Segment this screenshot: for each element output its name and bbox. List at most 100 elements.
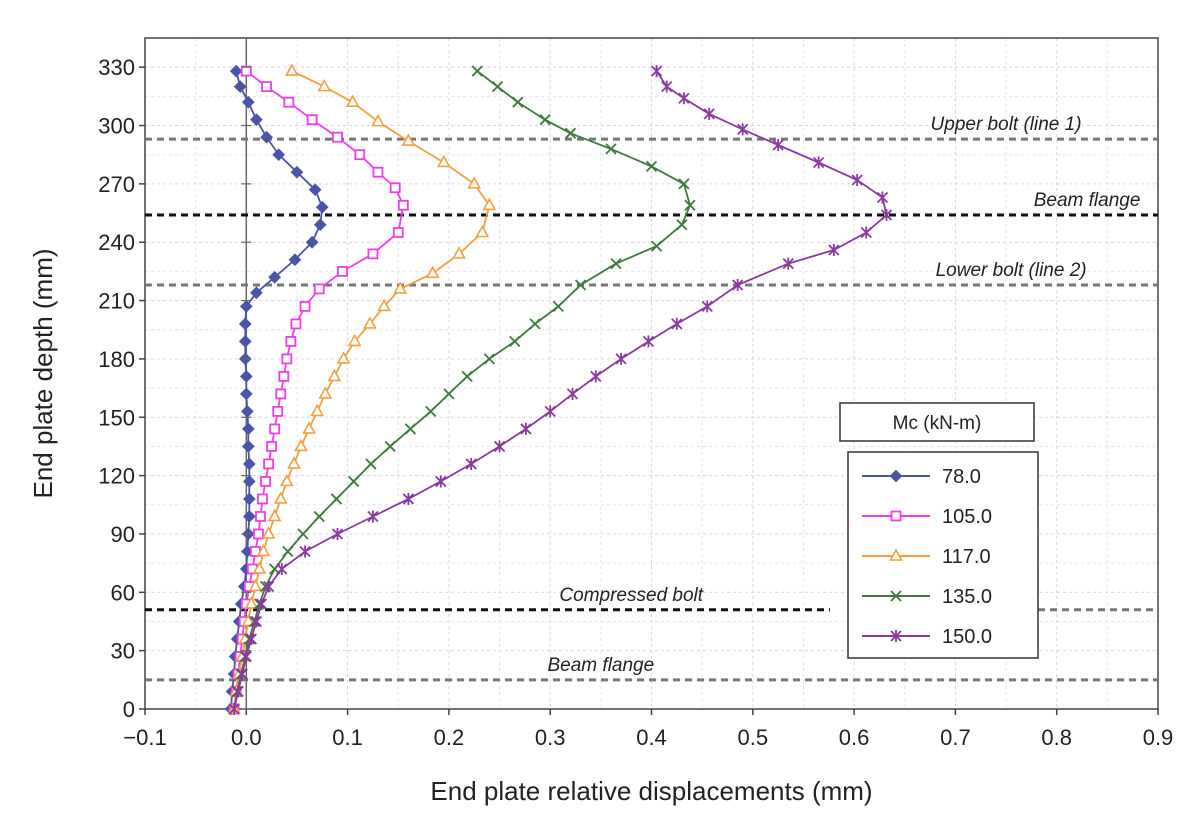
data-point bbox=[313, 218, 327, 232]
data-point bbox=[425, 405, 437, 418]
data-point bbox=[642, 335, 655, 348]
data-point bbox=[650, 240, 663, 252]
data-point bbox=[266, 441, 278, 452]
data-point bbox=[242, 510, 256, 523]
data-point bbox=[401, 133, 416, 146]
data-point bbox=[393, 281, 408, 294]
data-point bbox=[283, 96, 295, 108]
data-point bbox=[285, 336, 297, 347]
series-layer bbox=[224, 63, 893, 716]
data-point bbox=[471, 65, 483, 77]
data-point bbox=[890, 590, 902, 602]
y-tick-label: 30 bbox=[111, 639, 135, 664]
data-point bbox=[813, 156, 825, 169]
data-point bbox=[435, 475, 447, 488]
data-point bbox=[367, 510, 379, 523]
data-point bbox=[229, 64, 243, 78]
data-point bbox=[308, 183, 322, 197]
data-point bbox=[520, 422, 532, 435]
data-point bbox=[889, 548, 903, 561]
data-point bbox=[671, 317, 683, 330]
data-point bbox=[250, 615, 263, 628]
y-tick-label: 0 bbox=[123, 697, 135, 722]
data-point bbox=[306, 114, 318, 126]
data-point bbox=[241, 613, 256, 627]
data-point bbox=[248, 578, 263, 592]
series-line bbox=[233, 70, 888, 710]
data-point bbox=[287, 456, 301, 469]
legend-label: 105.0 bbox=[942, 506, 992, 528]
data-point bbox=[404, 423, 417, 435]
data-point bbox=[260, 476, 271, 487]
data-point bbox=[491, 80, 504, 93]
legend-label: 150.0 bbox=[942, 626, 992, 648]
data-point bbox=[299, 545, 311, 558]
data-point bbox=[564, 127, 577, 139]
data-point bbox=[425, 265, 440, 279]
x-tick-label: 0.1 bbox=[332, 725, 363, 750]
data-point bbox=[615, 352, 627, 365]
data-point bbox=[389, 182, 401, 194]
data-point bbox=[315, 200, 329, 214]
tick-labels: −0.1 0.0 0.1 0.2 0.3 0.4 0.5 0.6 0.7 0.8 0.9 0 30 60 9… bbox=[98, 55, 1173, 750]
data-point bbox=[347, 333, 362, 347]
data-point bbox=[238, 335, 252, 348]
data-point bbox=[267, 508, 282, 522]
y-axis-label: End plate depth (mm) bbox=[28, 248, 58, 498]
data-point bbox=[252, 561, 267, 574]
x-tick-label: 0.6 bbox=[839, 725, 870, 750]
data-point bbox=[701, 300, 713, 313]
series-line bbox=[233, 70, 691, 710]
y-tick-label: 120 bbox=[98, 464, 135, 489]
data-point bbox=[876, 191, 889, 204]
data-point bbox=[238, 317, 252, 331]
data-point bbox=[482, 197, 497, 211]
data-point bbox=[475, 224, 490, 238]
data-point bbox=[236, 667, 248, 680]
data-point bbox=[279, 473, 294, 487]
data-point bbox=[493, 440, 506, 453]
data-point bbox=[250, 286, 263, 300]
data-point bbox=[828, 243, 840, 256]
data-point bbox=[290, 165, 304, 179]
data-point bbox=[452, 246, 466, 259]
data-point bbox=[299, 300, 311, 312]
data-point bbox=[261, 526, 276, 539]
data-point bbox=[297, 528, 309, 540]
data-point bbox=[676, 219, 688, 231]
data-point bbox=[257, 493, 268, 505]
legend-label: 117.0 bbox=[942, 546, 991, 568]
series-line bbox=[233, 70, 491, 710]
data-point bbox=[239, 387, 253, 401]
data-point bbox=[772, 138, 784, 151]
legend-item: 150.0 bbox=[862, 626, 992, 648]
y-tick-label: 90 bbox=[111, 522, 135, 547]
data-point bbox=[250, 113, 263, 127]
data-point bbox=[354, 149, 366, 161]
data-point bbox=[367, 248, 379, 260]
data-point bbox=[263, 458, 274, 470]
data-point bbox=[262, 580, 275, 593]
data-point bbox=[610, 257, 622, 270]
y-tick-label: 330 bbox=[98, 55, 135, 80]
reference-lines bbox=[145, 137, 1158, 682]
x-tick-label: 0.5 bbox=[738, 725, 769, 750]
data-point bbox=[880, 208, 893, 221]
data-point bbox=[241, 440, 255, 453]
data-point bbox=[272, 148, 286, 162]
data-point bbox=[372, 166, 384, 178]
data-point bbox=[650, 65, 663, 78]
data-point bbox=[348, 475, 360, 488]
data-point bbox=[233, 80, 247, 93]
data-point bbox=[239, 300, 253, 313]
legend-title: Mc (kN-m) bbox=[893, 413, 982, 434]
y-tick-label: 300 bbox=[98, 114, 135, 139]
annotation-label: Beam flange bbox=[548, 655, 655, 676]
data-point bbox=[261, 81, 272, 93]
data-point bbox=[363, 316, 377, 329]
data-point bbox=[337, 265, 348, 277]
legend-item: 105.0 bbox=[862, 506, 992, 528]
legend-items: 78.0 105.0 117.0 135.0 150.0 bbox=[862, 466, 992, 648]
data-point bbox=[436, 154, 451, 168]
